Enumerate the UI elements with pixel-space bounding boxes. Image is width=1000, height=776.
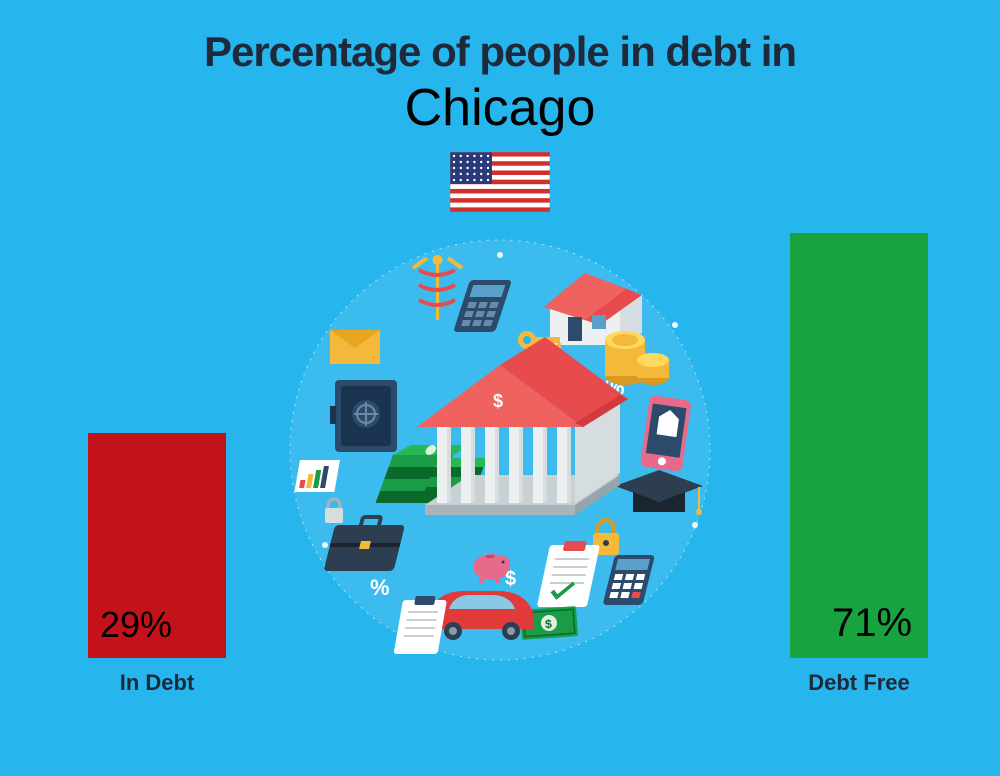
bar-in-debt-value: 29% — [100, 604, 172, 646]
main-title: Percentage of people in debt in — [0, 28, 1000, 76]
bar-in-debt: 29% — [88, 433, 226, 658]
bar-debt-free-container: 71% Debt Free — [790, 233, 928, 696]
us-flag-icon — [450, 152, 550, 212]
bar-debt-free-value: 71% — [832, 601, 912, 646]
svg-text:%: % — [370, 575, 390, 600]
bar-debt-free-label: Debt Free — [790, 670, 928, 696]
bar-in-debt-label: In Debt — [88, 670, 226, 696]
bar-in-debt-container: 29% In Debt — [88, 433, 226, 696]
finance-illustration: % % $ $ — [275, 225, 725, 675]
subtitle-city: Chicago — [0, 78, 1000, 138]
svg-text:$: $ — [545, 617, 553, 631]
svg-text:$: $ — [493, 391, 503, 411]
bar-debt-free: 71% — [790, 233, 928, 658]
